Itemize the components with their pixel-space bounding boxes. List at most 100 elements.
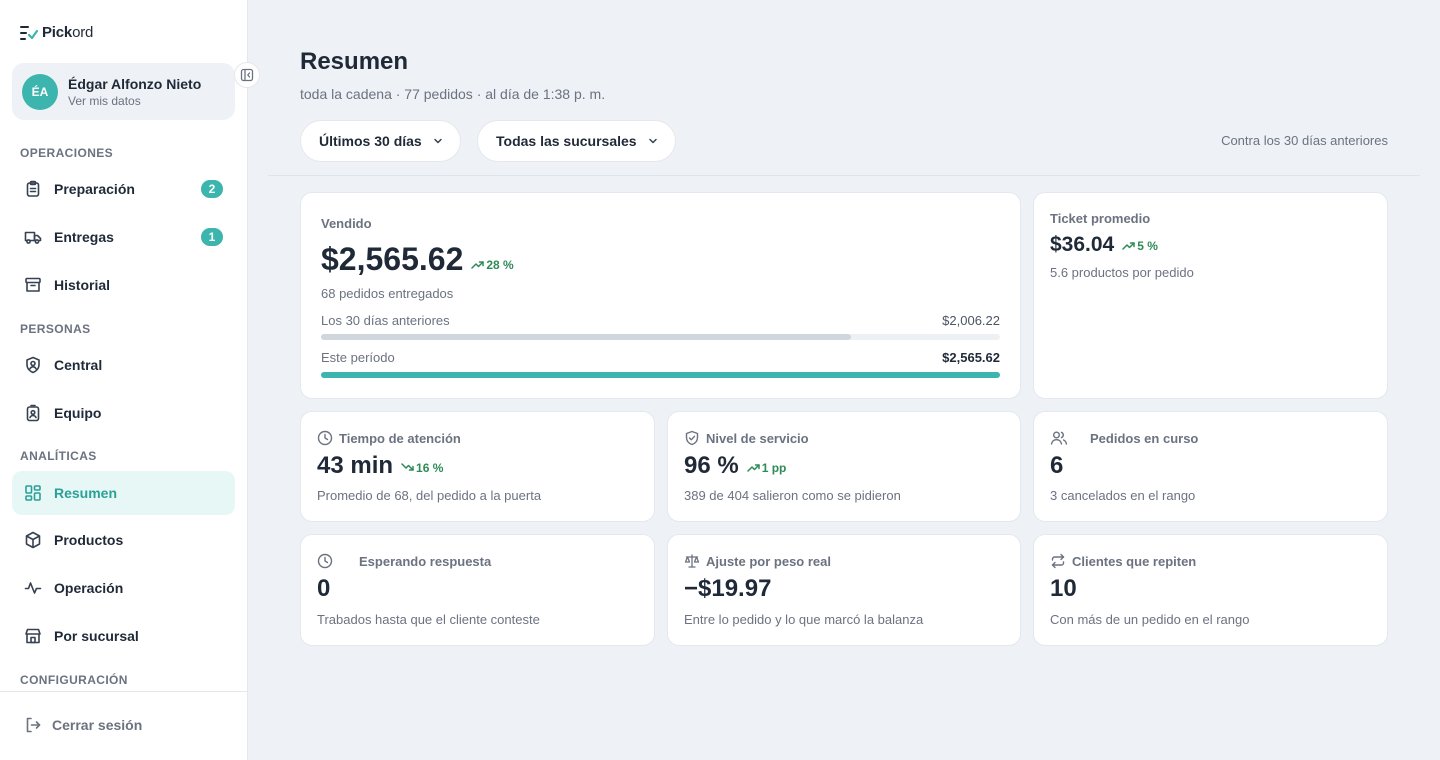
sold-title: Vendido: [321, 216, 372, 231]
sidebar-item-entregas[interactable]: Entregas 1: [12, 215, 235, 259]
clipboard-icon: [24, 180, 42, 198]
ticket-metric: $36.04 5 %: [1050, 233, 1158, 257]
branch-filter[interactable]: Todas las sucursales: [477, 120, 676, 162]
collapse-sidebar-button[interactable]: [234, 62, 260, 88]
service-note: 389 de 404 salieron como se pidieron: [684, 488, 901, 503]
ticket-delta: 5 %: [1122, 239, 1158, 253]
sidebar-item-preparacion[interactable]: Preparación 2: [12, 167, 235, 211]
repeat-value: 10: [1050, 575, 1077, 602]
user-profile-link[interactable]: Ver mis datos: [68, 93, 141, 108]
sidebar-item-label: Por sucursal: [54, 628, 139, 644]
repeat-title: Clientes que repiten: [1050, 553, 1196, 569]
activity-icon: [24, 579, 42, 597]
comparison-note: Contra los 30 días anteriores: [1221, 133, 1388, 148]
previous-period-label: Los 30 días anteriores: [321, 313, 450, 328]
shield-user-icon: [24, 356, 42, 374]
clock-icon: [317, 553, 333, 569]
truck-icon: [24, 228, 42, 246]
waiting-title: Esperando respuesta: [317, 553, 491, 569]
sidebar: Pickord ÉA Édgar Alfonzo Nieto Ver mis d…: [0, 0, 248, 760]
sidebar-item-historial[interactable]: Historial: [12, 263, 235, 307]
weight-adjustment-card: Ajuste por peso real −$19.97 Entre lo pe…: [667, 534, 1021, 646]
sidebar-item-label: Equipo: [54, 405, 102, 421]
current-period-row: Este período $2,565.62: [321, 350, 1000, 365]
waiting-response-card: Esperando respuesta 0 Trabados hasta que…: [300, 534, 655, 646]
branch-filter-label: Todas las sucursales: [496, 133, 637, 149]
in-progress-note: 3 cancelados en el rango: [1050, 488, 1196, 503]
header-divider: [268, 175, 1420, 176]
sidebar-footer: Cerrar sesión: [0, 691, 247, 760]
sold-metric: $2,565.62 28 %: [321, 241, 514, 278]
logo-text: Pickord: [42, 24, 94, 41]
trend-up-icon: [471, 261, 485, 269]
attention-value: 43 min: [317, 452, 394, 479]
sold-delta: 28 %: [471, 258, 514, 272]
period-filter[interactable]: Últimos 30 días: [300, 120, 461, 162]
repeat-icon: [1051, 553, 1065, 569]
sidebar-item-label: Central: [54, 357, 103, 373]
in-progress-metric: 6: [1050, 452, 1063, 480]
weight-title: Ajuste por peso real: [684, 553, 831, 569]
weight-note: Entre lo pedido y lo que marcó la balanz…: [684, 612, 924, 627]
store-icon: [24, 627, 42, 645]
previous-period-value: $2,006.22: [942, 313, 1000, 328]
sidebar-item-label: Productos: [54, 532, 124, 548]
page-subtitle: toda la cadena · 77 pedidos · al día de …: [300, 86, 606, 102]
sidebar-item-productos[interactable]: Productos: [12, 518, 235, 562]
scale-icon: [684, 554, 700, 568]
waiting-note: Trabados hasta que el cliente conteste: [317, 612, 540, 627]
chevron-down-icon: [433, 138, 442, 144]
sold-value: $2,565.62: [321, 241, 464, 277]
previous-period-track: [321, 334, 1000, 340]
weight-value: −$19.97: [684, 575, 772, 602]
waiting-value: 0: [317, 575, 331, 602]
sidebar-item-label: Resumen: [54, 485, 118, 501]
trend-down-icon: [401, 463, 414, 471]
sidebar-item-equipo[interactable]: Equipo: [12, 391, 235, 435]
repeat-metric: 10: [1050, 575, 1077, 603]
page-title: Resumen: [300, 48, 409, 75]
sidebar-item-label: Preparación: [54, 181, 135, 197]
service-level-card: Nivel de servicio 96 % 1 pp 389 de 404 s…: [667, 411, 1021, 522]
current-period-value: $2,565.62: [942, 350, 1000, 365]
ticket-title: Ticket promedio: [1050, 211, 1151, 226]
sidebar-item-label: Historial: [54, 277, 111, 293]
weight-metric: −$19.97: [684, 575, 771, 603]
sidebar-item-central[interactable]: Central: [12, 343, 235, 387]
period-filter-label: Últimos 30 días: [319, 133, 422, 149]
sidebar-item-resumen[interactable]: Resumen: [12, 471, 235, 515]
ticket-note: 5.6 productos por pedido: [1050, 265, 1194, 280]
current-period-bar: [321, 372, 1000, 378]
attention-title: Tiempo de atención: [317, 430, 461, 446]
user-card[interactable]: ÉA Édgar Alfonzo Nieto Ver mis datos: [12, 63, 235, 120]
attention-metric: 43 min 16 %: [317, 452, 443, 480]
attention-time-card: Tiempo de atención 43 min 16 % Promedio …: [300, 411, 655, 522]
current-period-track: [321, 372, 1000, 378]
sidebar-item-operacion[interactable]: Operación: [12, 566, 235, 610]
users-icon: [1050, 431, 1068, 445]
attention-note: Promedio de 68, del pedido a la puerta: [317, 488, 542, 503]
logout-button[interactable]: Cerrar sesión: [24, 716, 142, 734]
service-value: 96 %: [684, 452, 739, 479]
section-label-operaciones: OPERACIONES: [20, 146, 114, 160]
in-progress-title: Pedidos en curso: [1050, 430, 1198, 446]
archive-icon: [24, 276, 42, 294]
repeat-customers-card: Clientes que repiten 10 Con más de un pe…: [1033, 534, 1388, 646]
section-label-configuracion: CONFIGURACIÓN: [20, 673, 128, 687]
count-badge: 2: [201, 180, 223, 198]
service-delta: 1 pp: [746, 461, 786, 475]
chevron-down-icon: [648, 138, 657, 144]
section-label-personas: PERSONAS: [20, 322, 91, 336]
trend-up-icon: [746, 464, 760, 472]
shield-check-icon: [685, 430, 699, 446]
sidebar-item-label: Operación: [54, 580, 124, 596]
sold-card: Vendido $2,565.62 28 % 68 pedidos entreg…: [300, 192, 1021, 399]
previous-period-row: Los 30 días anteriores $2,006.22: [321, 313, 1000, 328]
sidebar-item-por-sucursal[interactable]: Por sucursal: [12, 614, 235, 658]
logo-icon: [20, 25, 38, 40]
avatar: ÉA: [22, 73, 58, 110]
service-metric: 96 % 1 pp: [684, 452, 786, 480]
user-name: Édgar Alfonzo Nieto: [68, 75, 202, 92]
app-logo[interactable]: Pickord: [20, 24, 93, 41]
sold-note: 68 pedidos entregados: [321, 286, 454, 301]
